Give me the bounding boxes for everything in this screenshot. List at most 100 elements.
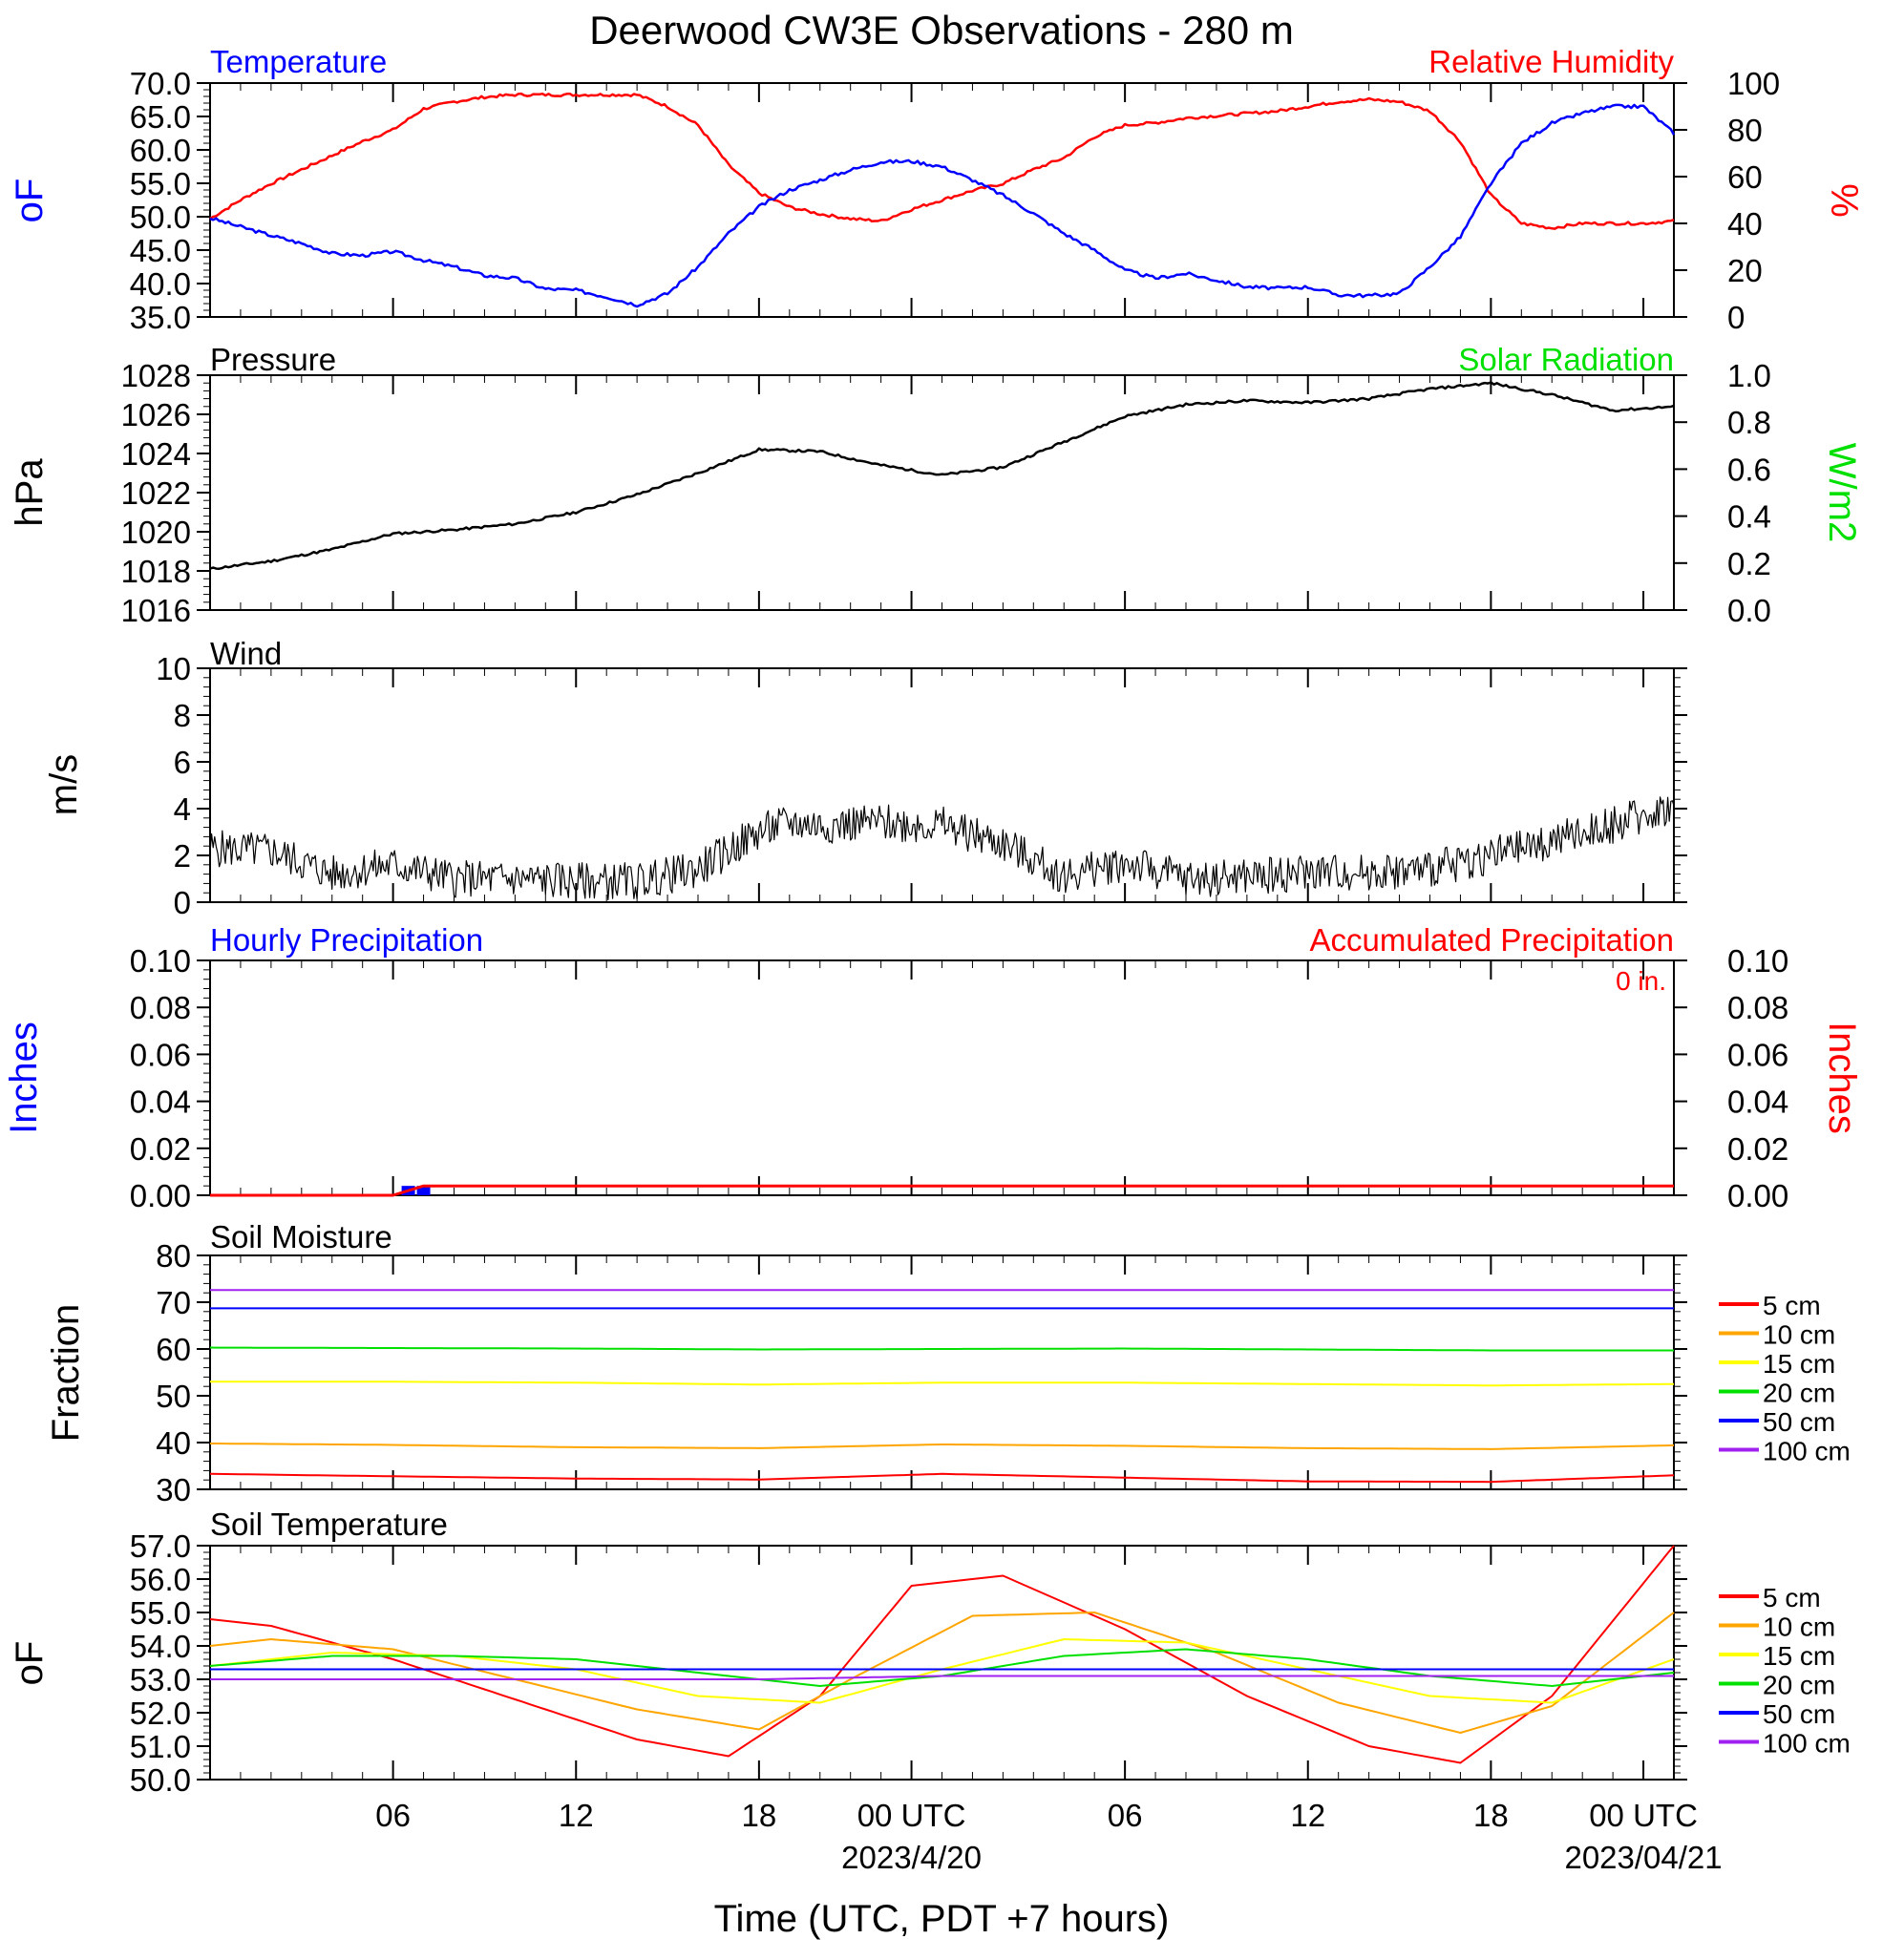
- soil-moisture-tick-label: 30: [156, 1472, 191, 1507]
- soil-temp-tick-label: 57.0: [130, 1528, 191, 1564]
- temperature-line: [209, 103, 1676, 308]
- solar-unit: W/m2: [1821, 443, 1863, 542]
- rh-tick-label: 60: [1727, 159, 1763, 195]
- soil-temp-title: Soil Temperature: [210, 1507, 448, 1542]
- rh-tick-labels: 0 20 40 60 80 100: [1674, 66, 1780, 335]
- time-tick-label: 00 UTC: [1589, 1798, 1698, 1833]
- legend-label: 5 cm: [1763, 1291, 1821, 1320]
- soil-moisture-title: Soil Moisture: [210, 1219, 392, 1254]
- temp-rh-plot-area: [209, 92, 1676, 308]
- solar-title: Solar Radiation: [1458, 342, 1674, 377]
- soil-temp-panel: Soil Temperature oF 50.051.052.053.054.0…: [9, 1507, 1851, 1798]
- pressure-tick-label: 1020: [121, 515, 191, 550]
- temp-title: Temperature: [210, 44, 387, 79]
- soil-moisture-line: [209, 1472, 1675, 1484]
- soil-moisture-line: [209, 1346, 1674, 1352]
- soil-moisture-line: [210, 1443, 1675, 1450]
- pressure-title: Pressure: [210, 342, 336, 377]
- temp-tick-label: 60.0: [130, 133, 191, 168]
- soil-moisture-tick-label: 50: [156, 1379, 191, 1414]
- hourly-precip-tick-labels: 0.00 0.02 0.04 0.06 0.08 0.10: [130, 943, 1645, 1213]
- temp-rh-panel: Temperature Relative Humidity oF % 35.04…: [9, 44, 1865, 335]
- time-date-label: 2023/04/21: [1564, 1840, 1722, 1875]
- pressure-tick-label: 1028: [121, 358, 191, 393]
- rh-tick-label: 100: [1727, 66, 1780, 101]
- time-tick-label: 06: [375, 1798, 411, 1833]
- time-axis-date-labels: 2023/4/20 2023/04/21: [841, 1840, 1722, 1875]
- time-axis-tick-labels: 06 12 18 00 UTC 06 12 18 00 UTC: [240, 1546, 1698, 1833]
- time-axis-label: Time (UTC, PDT +7 hours): [714, 1898, 1170, 1940]
- pressure-panel: Pressure Solar Radiation hPa W/m2 101610…: [9, 342, 1863, 628]
- accum-precip-tick-label: 0.00: [1727, 1178, 1788, 1213]
- wind-tick-label: 8: [174, 698, 191, 733]
- pressure-tick-label: 1026: [121, 397, 191, 432]
- legend-label: 20 cm: [1763, 1379, 1835, 1408]
- soil-temp-tick-label: 52.0: [130, 1696, 191, 1731]
- soil-temp-tick-label: 56.0: [130, 1562, 191, 1597]
- wind-panel: Wind m/s 0 2 4 6 8 10: [43, 636, 1687, 920]
- soil-moisture-tick-label: 70: [156, 1285, 191, 1320]
- hourly-precip-tick-label: 0.08: [130, 990, 191, 1025]
- soil-temp-plot-area: [209, 1545, 1675, 1764]
- hourly-precip-unit: Inches: [3, 1022, 45, 1134]
- legend-label: 100 cm: [1763, 1437, 1851, 1466]
- soil-moisture-panel: Soil Moisture Fraction 30 40 50 60 70 80 5 cm…: [45, 1219, 1851, 1507]
- wind-unit: m/s: [43, 754, 85, 815]
- solar-tick-label: 0.6: [1727, 452, 1771, 487]
- accum-precip-tick-label: 0.10: [1727, 943, 1788, 979]
- wind-speed-line: [209, 796, 1675, 901]
- soil-temp-line: [210, 1675, 1674, 1680]
- wind-tick-label: 4: [174, 791, 191, 827]
- temp-tick-label: 40.0: [130, 266, 191, 302]
- legend-label: 10 cm: [1763, 1612, 1835, 1642]
- hourly-precip-title: Hourly Precipitation: [210, 922, 483, 958]
- soil-moisture-tick-label: 80: [156, 1238, 191, 1274]
- accum-precip-tick-label: 0.04: [1727, 1085, 1788, 1120]
- soil-moisture-tick-label: 60: [156, 1332, 191, 1367]
- hourly-precip-tick-label: 0.04: [130, 1085, 191, 1120]
- accum-precip-tick-label: 0.06: [1727, 1037, 1788, 1072]
- accum-precip-tick-labels: 0.00 0.02 0.04 0.06 0.08 0.10: [1674, 943, 1788, 1213]
- pressure-line: [209, 381, 1675, 570]
- time-date-label: 2023/4/20: [841, 1840, 982, 1875]
- rh-title: Relative Humidity: [1428, 44, 1674, 79]
- soil-moisture-line: [210, 1380, 1674, 1387]
- legend-label: 50 cm: [1763, 1407, 1835, 1437]
- wind-tick-label: 6: [174, 745, 191, 780]
- precip-plot-area: [210, 1184, 1674, 1197]
- rh-line: [209, 92, 1675, 230]
- wind-tick-label: 2: [174, 838, 191, 874]
- time-tick-label: 18: [1473, 1798, 1509, 1833]
- pressure-frame: [209, 374, 1675, 611]
- temp-tick-label: 35.0: [130, 300, 191, 335]
- precip-total-label: 0 in.: [1616, 966, 1666, 996]
- soil-moisture-unit: Fraction: [45, 1304, 87, 1443]
- time-tick-label: 12: [1290, 1798, 1325, 1833]
- soil-moisture-tick-label: 40: [156, 1425, 191, 1461]
- figure-title: Deerwood CW3E Observations - 280 m: [589, 8, 1294, 53]
- temp-tick-label: 55.0: [130, 166, 191, 201]
- temp-tick-label: 45.0: [130, 233, 191, 268]
- temp-tick-label: 70.0: [130, 66, 191, 101]
- temp-tick-labels: 35.040.045.050.055.060.065.070.0: [130, 66, 1645, 335]
- wind-title: Wind: [210, 636, 282, 671]
- temp-unit: oF: [9, 179, 51, 223]
- rh-tick-label: 0: [1727, 300, 1745, 335]
- hourly-precip-bar: [416, 1186, 431, 1195]
- soil-temp-tick-label: 53.0: [130, 1662, 191, 1697]
- soil-temp-tick-label: 51.0: [130, 1729, 191, 1764]
- time-tick-label: 00 UTC: [857, 1798, 966, 1833]
- soil-temp-tick-labels: 50.051.052.053.054.055.056.057.0: [130, 1528, 1687, 1798]
- wind-tick-label: 10: [156, 651, 191, 686]
- accum-precip-tick-label: 0.08: [1727, 990, 1788, 1025]
- hourly-precip-tick-label: 0.00: [130, 1178, 191, 1213]
- time-tick-label: 18: [742, 1798, 777, 1833]
- legend-label: 20 cm: [1763, 1671, 1835, 1700]
- solar-tick-label: 0.2: [1727, 546, 1771, 581]
- wind-tick-labels: 0 2 4 6 8 10: [156, 651, 1687, 920]
- soil-temp-frame: [209, 1545, 1675, 1781]
- accum-precip-unit: Inches: [1821, 1022, 1863, 1134]
